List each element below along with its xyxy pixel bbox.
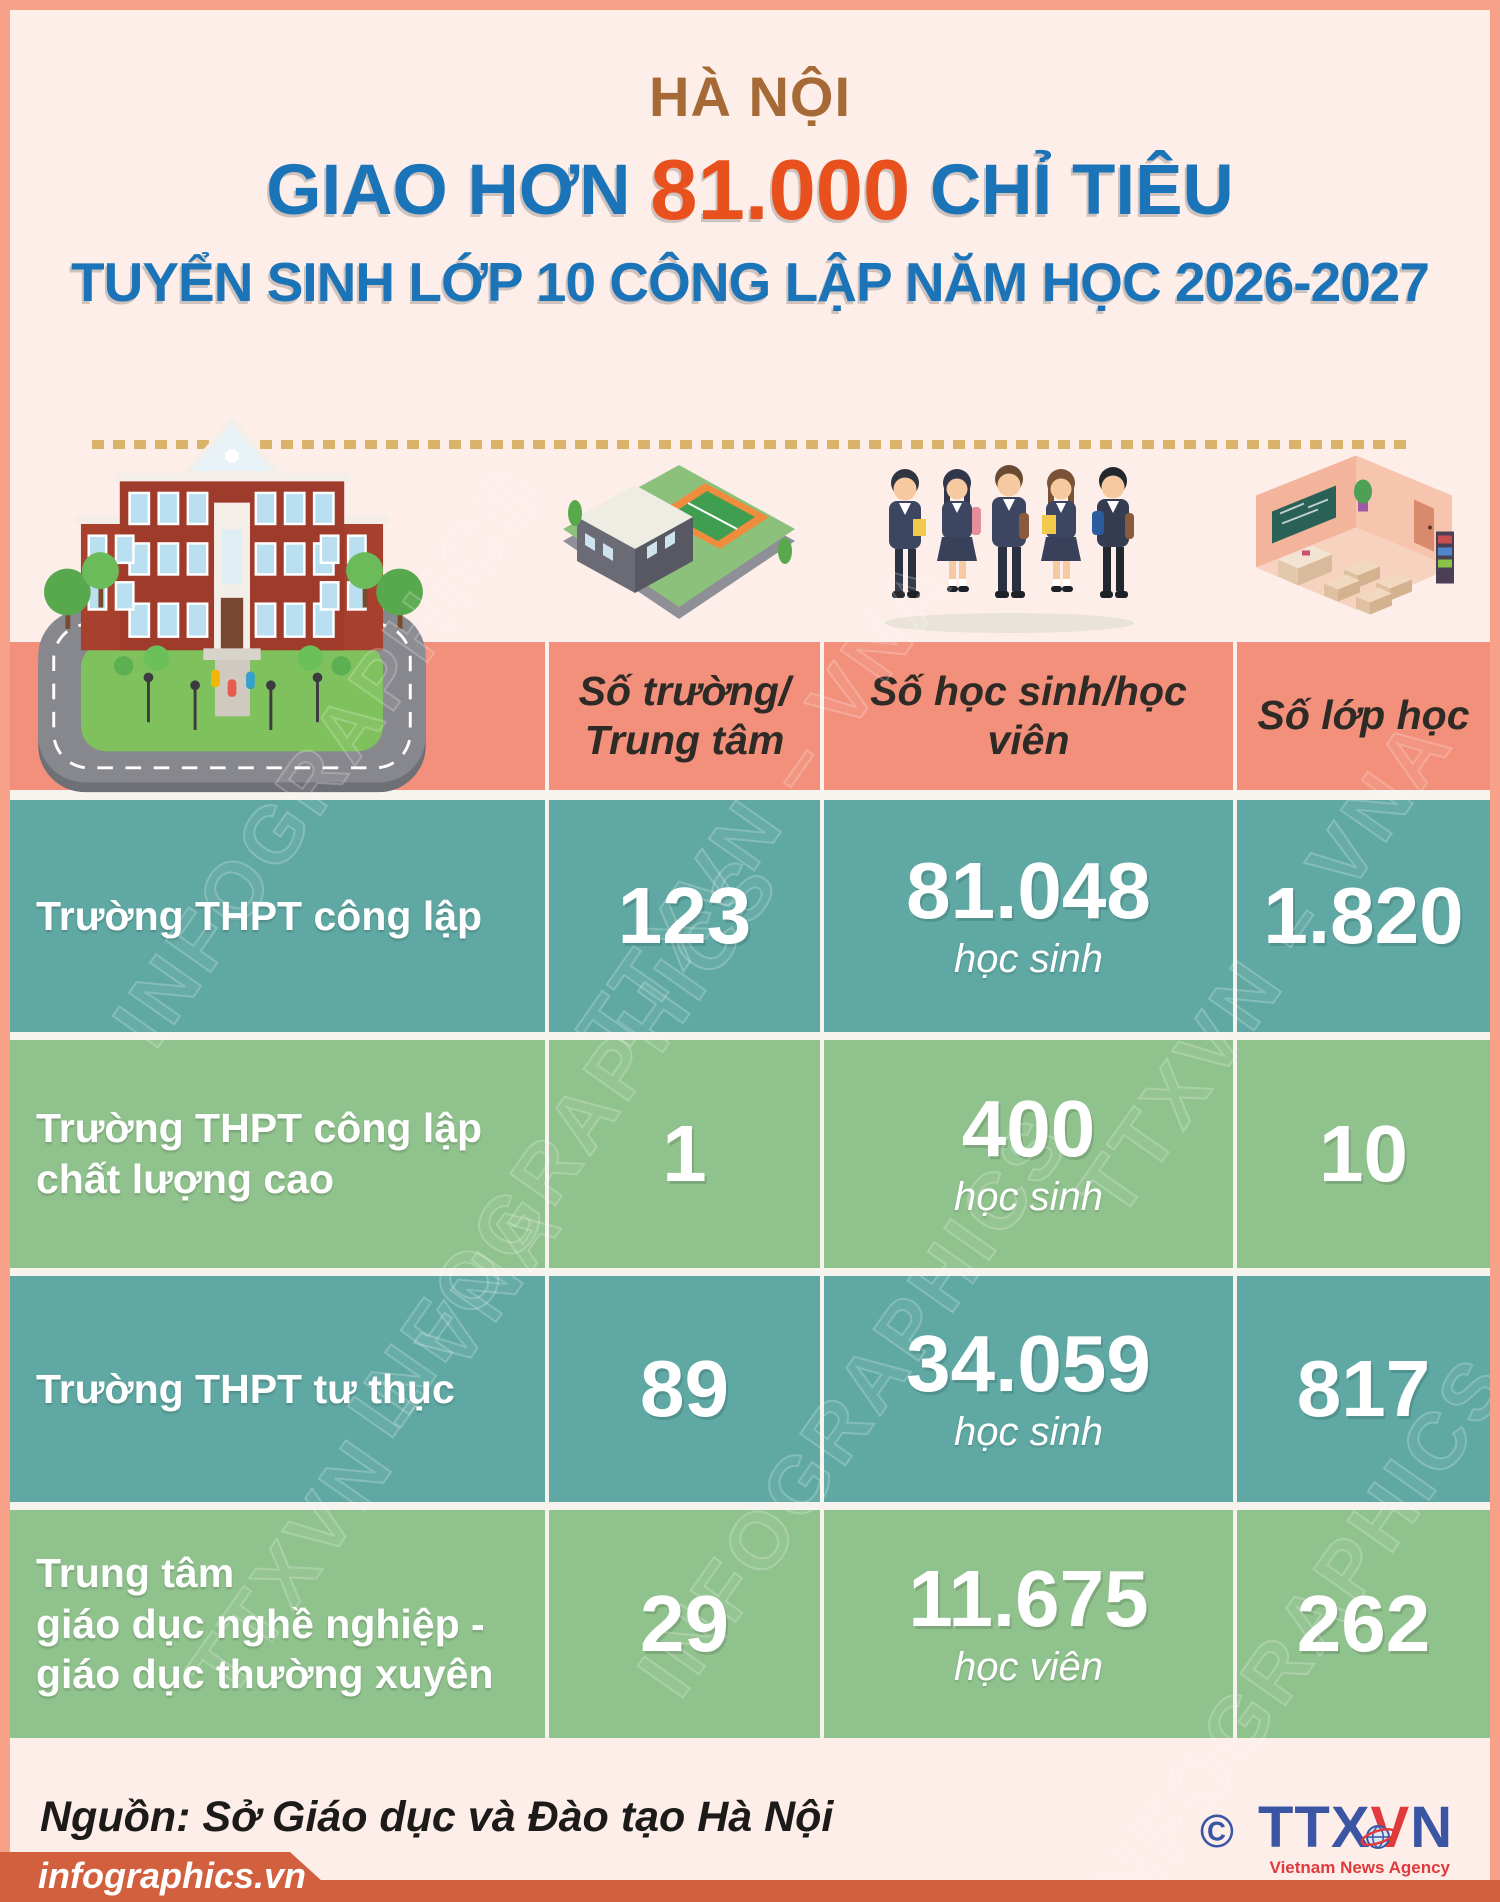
classes-count-value: 817 — [1296, 1344, 1431, 1433]
students-count-cell: 81.048 học sinh — [824, 800, 1233, 1032]
students-unit: học sinh — [954, 1174, 1103, 1219]
students-count-value: 34.059 — [906, 1318, 1151, 1408]
students-count-cell: 11.675 học viên — [824, 1510, 1233, 1738]
students-count-cell: 400 học sinh — [824, 1040, 1233, 1268]
agency-name: Vietnam News Agency — [1269, 1858, 1450, 1877]
header-schools-cell: Số trường/Trung tâm — [549, 642, 820, 790]
column-header-students: Số học sinh/học viên — [870, 667, 1187, 763]
header-classes-cell: Số lớp học — [1237, 642, 1490, 790]
schools-count-cell: 29 — [549, 1510, 820, 1738]
title-main: GIAO HƠN 81.000 CHỈ TIÊU — [0, 142, 1500, 240]
classes-count-value: 1.820 — [1263, 871, 1464, 960]
row-label-cell: Trường THPT công lập — [10, 800, 545, 1032]
row-label: Trường THPT tư thục — [36, 1365, 455, 1412]
table-row: Trường THPT tư thục 89 34.059 học sinh 81… — [10, 1276, 1490, 1502]
students-unit: học sinh — [954, 1409, 1103, 1454]
enrollment-table: Số trường/Trung tâm Số học sinh/học viên… — [10, 642, 1490, 1738]
title-subtitle: TUYỂN SINH LỚP 10 CÔNG LẬP NĂM HỌC 2026-… — [71, 251, 1430, 313]
row-label: Trung tâm giáo dục nghề nghiệp - giáo dụ… — [36, 1549, 494, 1698]
classes-count-cell: 10 — [1237, 1040, 1490, 1268]
row-label-cell: Trường THPT công lập chất lượng cao — [10, 1040, 545, 1268]
classes-count-cell: 1.820 — [1237, 800, 1490, 1032]
students-unit: học sinh — [954, 936, 1103, 981]
row-label-cell: Trung tâm giáo dục nghề nghiệp - giáo dụ… — [10, 1510, 545, 1738]
title-main-pre: GIAO HƠN — [266, 151, 651, 230]
students-count-value: 81.048 — [906, 845, 1151, 935]
classes-count-value: 262 — [1296, 1579, 1431, 1668]
site-name: infographics.vn — [38, 1855, 307, 1896]
classes-count-cell: 817 — [1237, 1276, 1490, 1502]
table-row: Trung tâm giáo dục nghề nghiệp - giáo dụ… — [10, 1510, 1490, 1738]
globe-icon — [1360, 1825, 1396, 1849]
schools-count-value: 29 — [640, 1579, 729, 1668]
students-count-value: 400 — [961, 1083, 1096, 1173]
campus-icon — [563, 465, 795, 619]
row-label: Trường THPT công lập — [36, 892, 483, 939]
schools-count-cell: 1 — [549, 1040, 820, 1268]
students-count-cell: 34.059 học sinh — [824, 1276, 1233, 1502]
classroom-icon — [1256, 455, 1454, 615]
source-note: Nguồn: Sở Giáo dục và Đào tạo Hà Nội — [40, 1793, 834, 1841]
schools-count-value: 123 — [617, 871, 752, 960]
title-main-post: CHỈ TIÊU — [910, 151, 1234, 230]
copyright-icon: © — [1200, 1805, 1234, 1857]
column-header-classes: Số lớp học — [1257, 692, 1470, 739]
row-label: Trường THPT công lập chất lượng cao — [36, 1105, 483, 1202]
schools-count-value: 89 — [640, 1344, 729, 1433]
row-label-cell: Trường THPT tư thục — [10, 1276, 545, 1502]
site-ribbon: infographics.vn — [0, 1852, 345, 1902]
table-row: Trường THPT công lập 123 81.048 học sinh … — [10, 800, 1490, 1032]
schools-count-value: 1 — [662, 1109, 707, 1198]
students-unit: học viên — [954, 1644, 1103, 1689]
school-building-illustration — [38, 416, 426, 793]
students-count-value: 11.675 — [908, 1553, 1149, 1643]
column-header-schools: Số trường/Trung tâm — [578, 667, 791, 763]
table-row: Trường THPT công lập chất lượng cao 1 40… — [10, 1040, 1490, 1268]
title-main-number: 81.000 — [650, 143, 911, 238]
ttxvn-logo: © TTXVN Vietnam News Agency — [1200, 1798, 1480, 1878]
header-students-cell: Số học sinh/học viên — [824, 642, 1233, 790]
schools-count-cell: 123 — [549, 800, 820, 1032]
classes-count-value: 10 — [1319, 1109, 1408, 1198]
ttxvn-letters: TTXVN — [1258, 1795, 1454, 1860]
classes-count-cell: 262 — [1237, 1510, 1490, 1738]
title-city: HÀ NỘI — [649, 65, 851, 128]
dotted-divider — [92, 440, 1408, 449]
schools-count-cell: 89 — [549, 1276, 820, 1502]
students-group-icon — [884, 465, 1134, 633]
